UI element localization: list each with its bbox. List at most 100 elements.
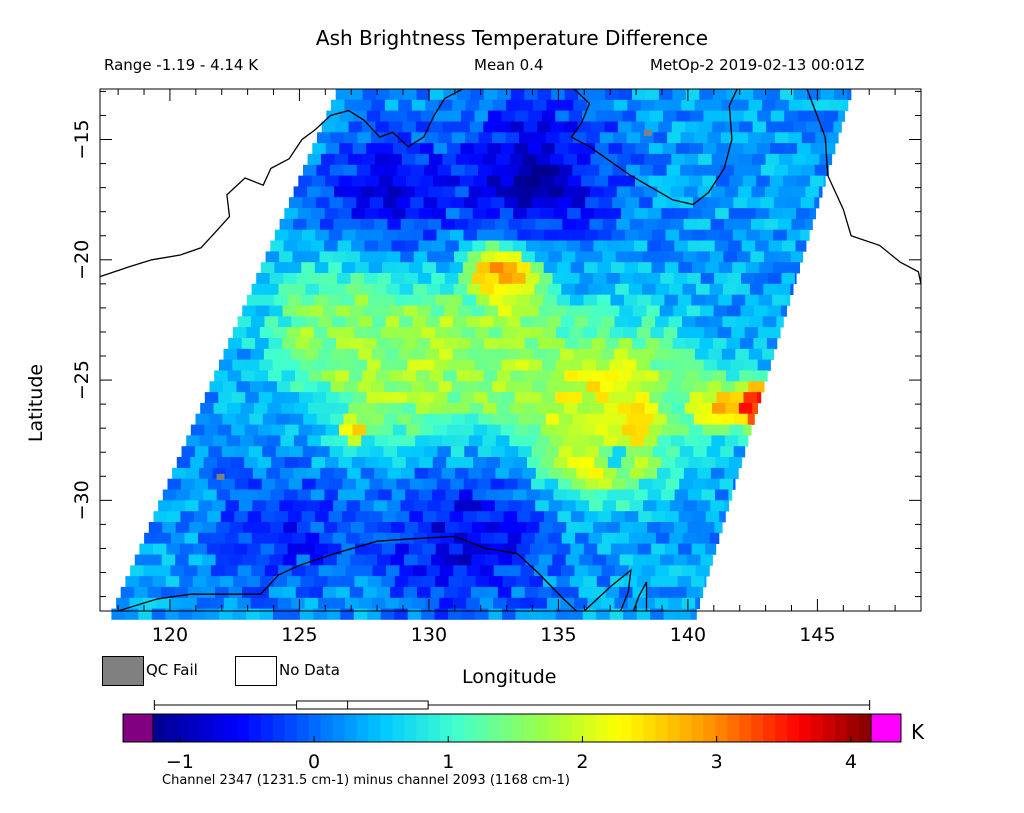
heatmap-cell [193, 511, 208, 523]
heatmap-cell [243, 522, 257, 534]
heatmap-cell [635, 175, 649, 187]
heatmap-cell [472, 489, 487, 501]
heatmap-cell [573, 348, 588, 360]
heatmap-cell [349, 89, 363, 101]
heatmap-cell [456, 89, 471, 101]
heatmap-cell [749, 316, 764, 328]
heatmap-cell [547, 283, 562, 295]
heatmap-cell [528, 608, 543, 620]
heatmap-cell [658, 89, 673, 101]
heatmap-cell [339, 110, 354, 122]
heatmap-cell [302, 197, 317, 209]
heatmap-cell [292, 283, 306, 295]
heatmap-cell [193, 543, 208, 555]
heatmap-cell [370, 446, 384, 458]
heatmap-cell [317, 381, 332, 393]
heatmap-cell [671, 153, 686, 166]
heatmap-cell [486, 457, 501, 469]
heatmap-cell [642, 251, 657, 263]
heatmap-cell [274, 543, 288, 555]
heatmap-cell [428, 467, 442, 480]
heatmap-cell [337, 240, 352, 252]
heatmap-cell [264, 565, 279, 577]
heatmap-cell [581, 143, 596, 155]
heatmap-cell [364, 489, 379, 501]
heatmap-cell [539, 273, 553, 285]
heatmap-cell [360, 218, 375, 231]
heatmap-cell [412, 565, 427, 577]
heatmap-cell [683, 218, 698, 231]
heatmap-cell [325, 457, 339, 469]
heatmap-cell [536, 402, 551, 415]
heatmap-cell [405, 208, 420, 220]
heatmap-cell [235, 413, 250, 425]
heatmap-cell [563, 153, 578, 166]
heatmap-cell [674, 522, 688, 534]
heatmap-cell [169, 597, 184, 609]
heatmap-cell [444, 273, 459, 285]
heatmap-cell [231, 392, 246, 404]
heatmap-cell [664, 576, 678, 588]
heatmap-cell [677, 327, 692, 339]
heatmap-cell [680, 413, 695, 425]
colorbar-segment [176, 714, 190, 742]
heatmap-cell [574, 565, 589, 577]
heatmap-cell [592, 305, 607, 317]
colorbar-tick-label: 0 [308, 751, 320, 773]
heatmap-cell [354, 294, 369, 306]
heatmap-cell [592, 273, 607, 285]
colorbar-segment [799, 714, 812, 742]
heatmap-cell [341, 294, 356, 306]
heatmap-cell [669, 251, 684, 263]
heatmap-cell [284, 489, 298, 501]
colorbar-segment [188, 714, 202, 742]
heatmap-cell [268, 338, 283, 350]
heatmap-cell [609, 608, 624, 620]
heatmap-cell [293, 467, 308, 480]
heatmap-cell [304, 316, 319, 328]
heatmap-cell [495, 435, 510, 447]
heatmap-cell [328, 543, 342, 555]
heatmap-cell [279, 467, 294, 480]
colorbar-segment [356, 714, 369, 742]
heatmap-cell [730, 359, 745, 371]
heatmap-cell [343, 132, 358, 144]
heatmap-cell [422, 294, 436, 306]
heatmap-cell [416, 338, 431, 350]
heatmap-cell [417, 305, 432, 317]
heatmap-cell [199, 435, 214, 447]
colorbar-segment [667, 714, 681, 742]
heatmap-cell [677, 576, 692, 588]
heatmap-cell [752, 370, 767, 382]
heatmap-cell [695, 316, 710, 328]
heatmap-cell [399, 283, 414, 295]
heatmap-cell [498, 554, 513, 566]
heatmap-cell [634, 208, 649, 220]
heatmap-cell [731, 327, 746, 339]
heatmap-cell [689, 143, 704, 155]
heatmap-cell [197, 565, 212, 577]
heatmap-cell [503, 543, 517, 555]
heatmap-cell [457, 338, 472, 350]
heatmap-cell [384, 99, 399, 111]
heatmap-cell [662, 392, 677, 404]
heatmap-cell [614, 597, 629, 609]
heatmap-cell [690, 110, 704, 122]
colorbar-segment [823, 714, 836, 742]
heatmap-cell [319, 532, 334, 544]
heatmap-cell [739, 89, 754, 101]
heatmap-cell [534, 565, 548, 577]
heatmap-cell [631, 370, 646, 382]
heatmap-cell [455, 435, 470, 447]
heatmap-cell [386, 532, 401, 544]
heatmap-cell [705, 229, 720, 241]
heatmap-cell [511, 338, 525, 350]
heatmap-cell [525, 554, 540, 566]
heatmap-cell [616, 186, 631, 198]
heatmap-cell [467, 283, 481, 295]
heatmap-cell [670, 218, 685, 231]
heatmap-cell [801, 164, 816, 176]
heatmap-cell [716, 110, 731, 122]
heatmap-cell [524, 586, 539, 599]
heatmap-cell [298, 424, 313, 436]
